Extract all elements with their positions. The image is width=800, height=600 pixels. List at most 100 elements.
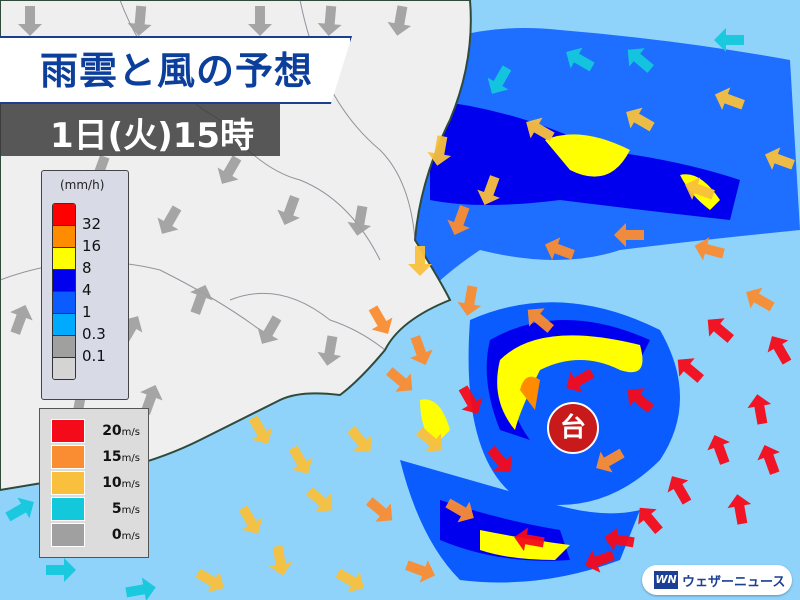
typhoon-center-marker: 台	[547, 402, 599, 454]
wind-arrow	[238, 505, 263, 534]
rain-legend: (mm/h) 32 16 8 4 1 0.3 0.1	[41, 170, 129, 400]
wind-arrow	[140, 384, 163, 415]
wind-arrow	[190, 284, 213, 315]
rain-swatch	[53, 358, 75, 379]
wind-unit: m/s	[121, 479, 140, 490]
wind-swatch	[51, 523, 85, 547]
wind-arrow	[366, 497, 393, 522]
wind-label: 0m/s	[112, 527, 140, 543]
wind-arrow	[714, 28, 744, 52]
wind-arrow	[714, 87, 745, 110]
wind-arrow	[248, 415, 273, 444]
wind-arrow	[747, 394, 772, 425]
weathernews-logo: WN	[654, 571, 678, 589]
wind-unit: m/s	[121, 505, 140, 516]
wind-arrow	[127, 5, 152, 36]
wind-unit: m/s	[121, 453, 140, 464]
wind-arrow	[604, 527, 635, 552]
wind-unit: m/s	[121, 427, 140, 438]
wind-arrow	[248, 6, 272, 36]
wind-value: 10	[102, 475, 122, 491]
wind-arrow	[257, 315, 282, 344]
rain-swatch	[53, 204, 75, 226]
wind-arrow	[638, 507, 663, 534]
wind-arrow	[427, 135, 452, 166]
wind-arrow	[707, 434, 730, 465]
rain-unit: (mm/h)	[60, 178, 105, 192]
wind-arrow	[288, 445, 313, 474]
wind-arrow	[457, 285, 482, 316]
rain-label: 0.3	[82, 325, 106, 343]
rain-label: 8	[82, 259, 92, 277]
wind-arrow	[347, 205, 372, 236]
wind-value: 0	[111, 527, 122, 543]
wind-arrow	[487, 446, 512, 473]
page-title: 雨雲と風の予想	[40, 49, 314, 93]
wind-value: 5	[111, 501, 122, 517]
wind-arrow	[746, 287, 775, 312]
wind-arrow	[408, 246, 432, 276]
wind-arrow	[727, 494, 752, 525]
wind-label: 15m/s	[102, 449, 140, 465]
wind-arrow	[195, 568, 224, 593]
wind-unit: m/s	[121, 531, 140, 542]
wind-value: 15	[102, 449, 122, 465]
brand-name: ウェザーニュース	[682, 575, 786, 590]
wind-arrow	[447, 205, 470, 236]
wind-arrow	[694, 237, 725, 261]
wind-label: 5m/s	[112, 501, 140, 517]
rain-swatch	[53, 336, 75, 358]
wind-arrow	[10, 304, 33, 335]
wind-arrow	[277, 195, 300, 226]
wind-arrow	[764, 147, 795, 170]
wind-arrow	[487, 65, 512, 94]
wind-arrow	[217, 155, 242, 184]
wind-label: 10m/s	[102, 475, 140, 491]
wind-arrow	[410, 335, 433, 366]
wind-label: 20m/s	[102, 423, 140, 439]
wind-swatch	[51, 471, 85, 495]
wind-arrow	[125, 577, 156, 600]
rain-color-scale	[52, 203, 76, 380]
wind-arrow	[445, 498, 474, 523]
wind-arrow	[514, 527, 545, 552]
wind-arrow	[477, 175, 500, 206]
wind-arrow	[46, 558, 76, 582]
wind-arrow	[627, 48, 654, 73]
wind-arrow	[405, 560, 436, 583]
rain-swatch	[53, 292, 75, 314]
rain-label: 16	[82, 237, 102, 255]
time-banner	[0, 104, 280, 156]
wind-arrow	[544, 237, 575, 260]
wind-legend: 20m/s 15m/s 10m/s 5m/s 0m/s	[39, 408, 149, 558]
wind-arrow	[268, 545, 293, 576]
wind-arrow	[306, 487, 333, 512]
rain-label: 32	[82, 215, 102, 233]
wind-arrow	[347, 426, 372, 453]
wind-arrow	[416, 427, 443, 452]
wind-arrow	[684, 177, 715, 200]
wind-swatch	[51, 445, 85, 469]
wind-arrow	[596, 448, 625, 473]
wind-arrow	[5, 497, 34, 522]
rain-swatch	[53, 270, 75, 292]
wind-arrow	[667, 476, 692, 505]
wind-arrow	[335, 568, 364, 593]
wind-arrow	[317, 5, 342, 36]
wind-arrow	[626, 107, 655, 132]
wind-arrow	[566, 47, 595, 72]
wind-arrow	[368, 305, 393, 334]
brand-badge: WN ウェザーニュース	[642, 565, 792, 595]
wind-arrow	[458, 385, 483, 414]
wind-value: 20	[102, 423, 122, 439]
wind-arrow	[707, 318, 734, 343]
wind-arrow	[157, 205, 182, 234]
wind-arrow	[566, 368, 595, 393]
rain-label: 4	[82, 281, 92, 299]
title-banner	[0, 36, 352, 104]
wind-arrow	[677, 358, 704, 383]
rain-swatch	[53, 314, 75, 336]
rain-label: 1	[82, 303, 92, 321]
wind-arrow	[767, 336, 792, 365]
wind-arrow	[527, 308, 554, 333]
